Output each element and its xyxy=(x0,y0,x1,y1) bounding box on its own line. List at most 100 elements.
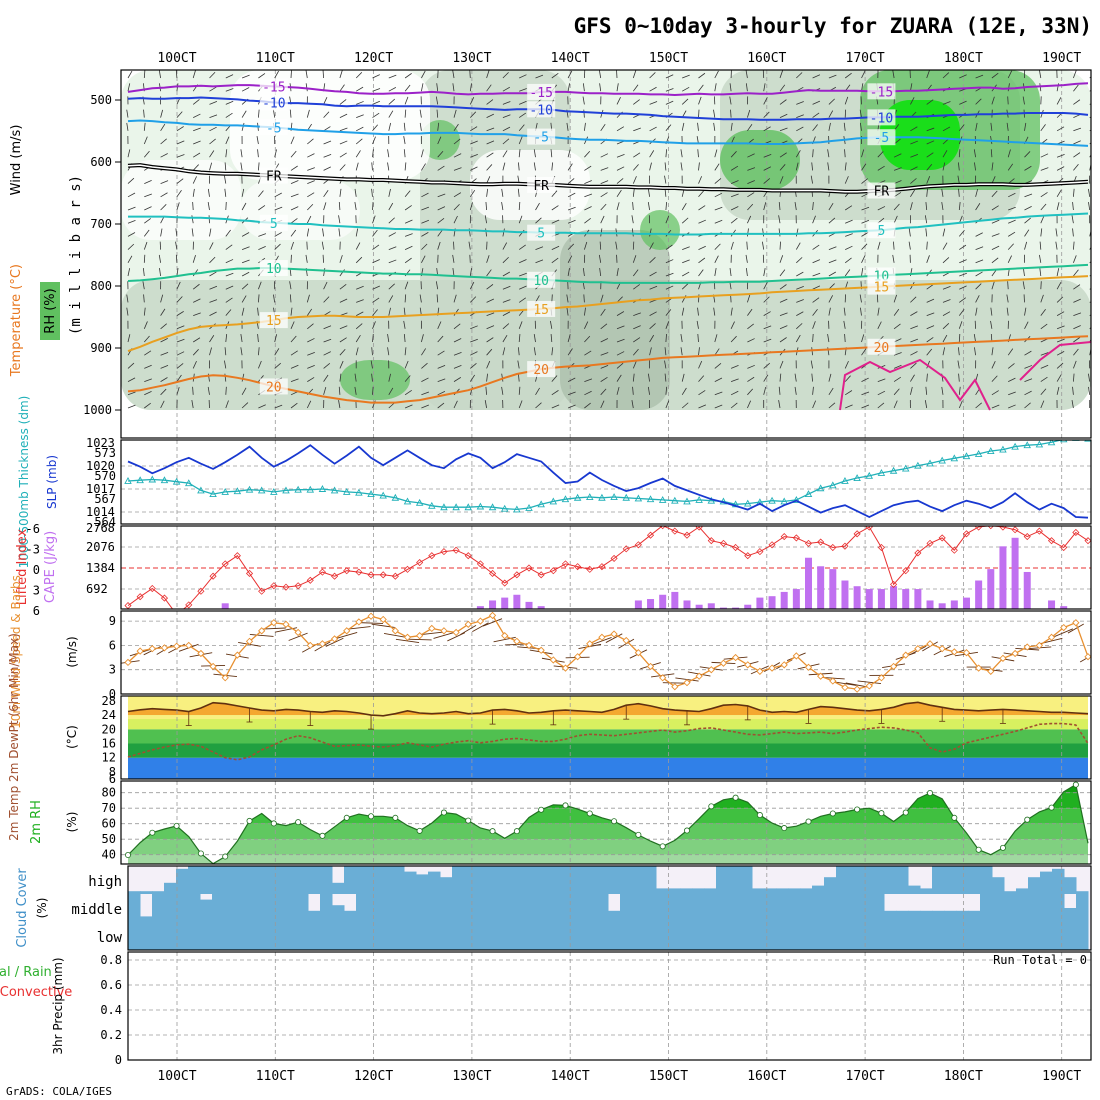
wind-barb xyxy=(942,323,950,330)
lifted-index-marker xyxy=(768,541,776,549)
wind-barb xyxy=(812,321,816,329)
wind-barb xyxy=(323,154,332,158)
wind-barb xyxy=(845,404,853,409)
wind-barb xyxy=(991,404,1000,409)
thickness-marker xyxy=(634,494,643,502)
wind-barb xyxy=(844,162,847,171)
wind-barb xyxy=(127,377,136,382)
cloud-cover-bar xyxy=(560,866,573,894)
cape-bar xyxy=(1023,571,1031,609)
cloud-cover-bar xyxy=(524,866,537,894)
wind-barb xyxy=(469,281,475,290)
wind-barb xyxy=(371,162,373,171)
wind-barb xyxy=(143,136,148,145)
wind-barb xyxy=(437,378,446,382)
cloud-cover-bar xyxy=(716,866,729,894)
wind-barb xyxy=(584,122,586,131)
contour-label-bg xyxy=(527,224,556,241)
wind-barb xyxy=(1073,348,1079,356)
wind-barb xyxy=(307,323,314,330)
wind-barb xyxy=(176,311,184,316)
wind-barb xyxy=(323,189,329,198)
wind-barb xyxy=(1073,269,1079,277)
wind-barb xyxy=(975,98,982,105)
wind10m-marker xyxy=(804,663,813,671)
thickness-marker xyxy=(671,496,679,504)
thickness-marker xyxy=(500,504,509,512)
cloud-cover-bar xyxy=(416,922,429,950)
wind-barb xyxy=(1056,268,1060,277)
wind-barb xyxy=(926,70,930,79)
wind-barb xyxy=(1056,166,1065,171)
wind-barb xyxy=(127,255,133,263)
wind-barb xyxy=(403,136,406,145)
cloud-cover-bar xyxy=(620,894,633,922)
cloud-level-label: middle xyxy=(71,902,122,918)
wind-barb xyxy=(452,268,455,277)
wind-barb xyxy=(584,307,586,316)
wind-barb xyxy=(910,140,918,145)
wind-barb xyxy=(551,347,554,356)
top-tick-label: 150CT xyxy=(649,51,688,66)
wind-barb-10m xyxy=(433,632,455,639)
bottom-tick-label: 140CT xyxy=(551,1069,590,1084)
cloud-cover-bar xyxy=(824,894,837,922)
wind-barb xyxy=(241,295,247,303)
wind10m-marker xyxy=(962,649,971,657)
wind-barb xyxy=(779,312,788,316)
wind-barb xyxy=(647,202,650,211)
cloud-cover-bar xyxy=(920,922,933,950)
wind-barb xyxy=(192,188,195,197)
wind-barb xyxy=(176,202,180,211)
cloud-cover-bar xyxy=(584,922,597,950)
wind-barb xyxy=(893,203,900,211)
wind-barb xyxy=(975,307,978,316)
wind-barb xyxy=(404,219,413,224)
wind10m-marker xyxy=(1035,641,1044,650)
wind-barb xyxy=(1024,378,1033,382)
wind-barb xyxy=(535,246,544,250)
wind-barb xyxy=(779,84,786,92)
cape-bar xyxy=(695,604,703,609)
wind-barb xyxy=(437,150,444,158)
wind-barb xyxy=(470,140,478,145)
cloud-cover-bar xyxy=(956,866,969,894)
bottom-tick-label: 170CT xyxy=(846,1069,885,1084)
wind-barb xyxy=(632,176,637,184)
wind-barb xyxy=(1024,365,1033,369)
cloud-cover-bar xyxy=(344,866,357,894)
axis-tick-label: 0.6 xyxy=(100,978,122,992)
wind-barb xyxy=(861,163,867,171)
wind-barb xyxy=(828,98,835,105)
wind-barb xyxy=(925,201,928,211)
wind-barb xyxy=(1073,312,1082,316)
cloud-cover-bar xyxy=(692,894,705,922)
wind-barb xyxy=(470,338,478,343)
wind-barb xyxy=(127,232,136,237)
wind-barb xyxy=(323,387,327,395)
wind-barb xyxy=(241,122,245,131)
wind-barb xyxy=(714,243,721,250)
cloud-cover-bar xyxy=(788,922,801,950)
wind-barb xyxy=(649,347,652,356)
lifted-index-line xyxy=(127,526,1089,609)
wind-barb xyxy=(404,375,411,382)
wind-barb xyxy=(372,201,374,211)
wind-barb xyxy=(356,311,364,316)
wind-barb xyxy=(1073,298,1081,303)
wind-barb xyxy=(600,376,608,382)
wind-barb xyxy=(289,294,292,303)
wind-barb xyxy=(779,99,787,105)
rh-marker xyxy=(756,812,763,819)
wind-barb xyxy=(453,109,457,118)
wind-barb xyxy=(143,307,146,316)
wind-barb xyxy=(649,101,658,105)
wind-barb xyxy=(160,308,166,316)
wind-barb xyxy=(698,360,703,369)
rh-fill-group xyxy=(128,784,1088,864)
wind-barb xyxy=(647,386,650,395)
wind-barb xyxy=(828,202,834,211)
wind-barb xyxy=(419,109,422,118)
wind-barb xyxy=(158,70,161,79)
